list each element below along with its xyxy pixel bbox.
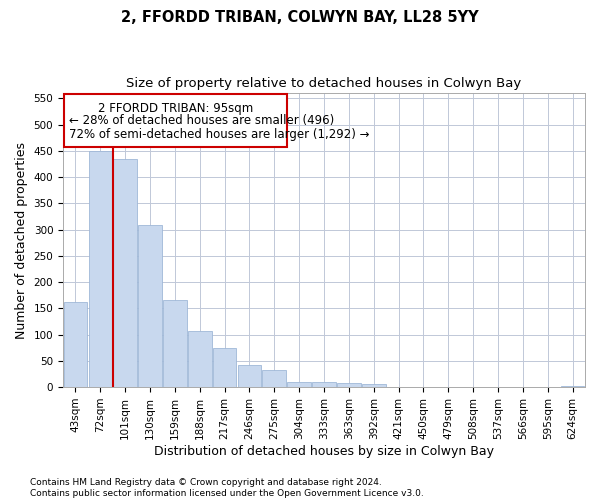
Bar [312,382,336,387]
Text: 72% of semi-detached houses are larger (1,292) →: 72% of semi-detached houses are larger (… [69,128,369,140]
Y-axis label: Number of detached properties: Number of detached properties [15,142,28,338]
Bar [213,348,236,387]
X-axis label: Distribution of detached houses by size in Colwyn Bay: Distribution of detached houses by size … [154,444,494,458]
Text: 2, FFORDD TRIBAN, COLWYN BAY, LL28 5YY: 2, FFORDD TRIBAN, COLWYN BAY, LL28 5YY [121,10,479,25]
Bar [362,384,386,387]
Bar [64,302,87,387]
Title: Size of property relative to detached houses in Colwyn Bay: Size of property relative to detached ho… [127,78,521,90]
FancyBboxPatch shape [64,94,287,146]
Text: 2 FFORDD TRIBAN: 95sqm: 2 FFORDD TRIBAN: 95sqm [98,102,253,115]
Bar [238,364,261,387]
Bar [89,151,112,387]
Bar [188,331,212,387]
Text: ← 28% of detached houses are smaller (496): ← 28% of detached houses are smaller (49… [69,114,334,127]
Bar [163,300,187,387]
Bar [287,382,311,387]
Bar [561,386,584,387]
Bar [113,158,137,387]
Bar [138,226,162,387]
Text: Contains HM Land Registry data © Crown copyright and database right 2024.
Contai: Contains HM Land Registry data © Crown c… [30,478,424,498]
Bar [337,383,361,387]
Bar [262,370,286,387]
